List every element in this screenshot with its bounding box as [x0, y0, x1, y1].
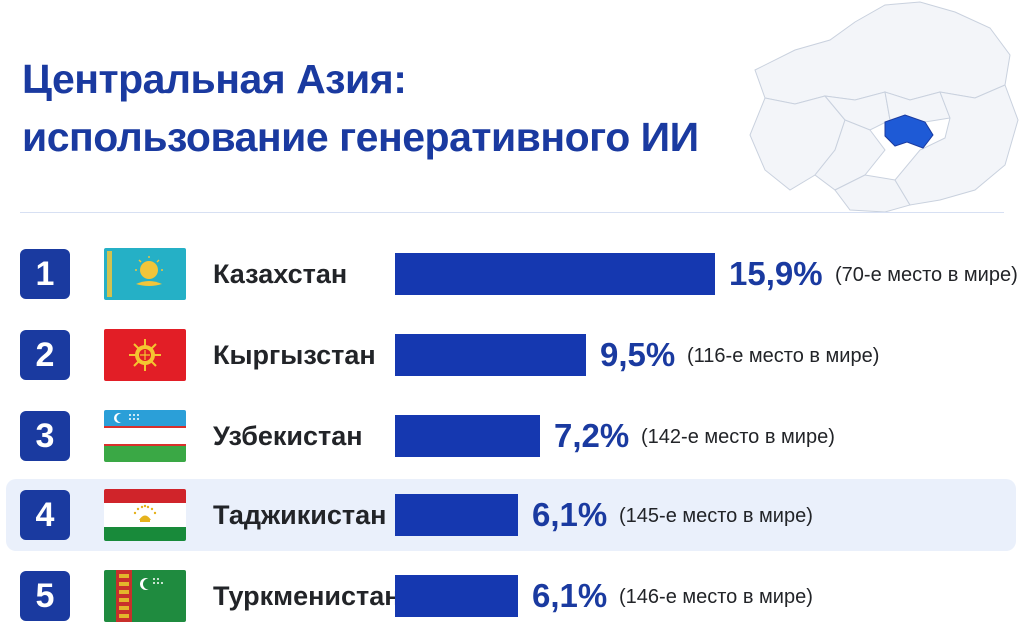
bar: [395, 575, 518, 617]
country-name: Таджикистан: [213, 500, 387, 530]
bar: [395, 334, 586, 376]
country-name: Казахстан: [213, 259, 348, 289]
table-row: 5 Туркменистан 6,1% (146-е место в мире): [0, 558, 1024, 634]
table-row: 4 Таджикистан 6,1% (145-е место в мире): [0, 477, 1024, 553]
rank-badge: 4: [20, 490, 70, 540]
rank-badge: 3: [20, 411, 70, 461]
kazakhstan-flag-icon: [104, 248, 186, 300]
tajikistan-flag-icon: [104, 489, 186, 541]
bar: [395, 415, 540, 457]
title-line-2: использование генеративного ИИ: [22, 114, 699, 160]
value-label: 6,1%: [532, 496, 608, 533]
world-rank-note: (70-е место в мире): [835, 264, 1018, 286]
world-rank-note: (145-е место в мире): [619, 505, 813, 527]
header-divider: [20, 212, 1004, 213]
uzbekistan-flag-icon: [104, 410, 186, 462]
table-row: 3 Узбекистан 7,2% (142-е место в мире): [0, 398, 1024, 474]
country-name: Узбекистан: [213, 421, 363, 451]
value-label: 7,2%: [554, 417, 630, 454]
country-name: Туркменистан: [213, 581, 401, 611]
bar: [395, 253, 715, 295]
country-name: Кыргызстан: [213, 340, 376, 370]
rank-badge: 2: [20, 330, 70, 380]
table-row: 2 Кыргызстан 9,5% (116-е место в мире): [0, 317, 1024, 393]
value-label: 15,9%: [729, 255, 823, 292]
world-rank-note: (116-е место в мире): [687, 345, 880, 367]
rank-badge: 1: [20, 249, 70, 299]
world-rank-note: (142-е место в мире): [641, 426, 835, 448]
page-title: Центральная Азия: использование генерати…: [22, 50, 699, 166]
title-line-1: Центральная Азия:: [22, 56, 407, 102]
rank-badge: 5: [20, 571, 70, 621]
bar: [395, 494, 518, 536]
kyrgyzstan-flag-icon: [104, 329, 186, 381]
turkmenistan-flag-icon: [104, 570, 186, 622]
value-label: 6,1%: [532, 577, 608, 614]
table-row: 1 Казахстан 15,9% (70-е место в мире): [0, 236, 1024, 312]
value-label: 9,5%: [600, 336, 676, 373]
world-rank-note: (146-е место в мире): [619, 586, 813, 608]
central-asia-map-icon: [749, 1, 1019, 213]
